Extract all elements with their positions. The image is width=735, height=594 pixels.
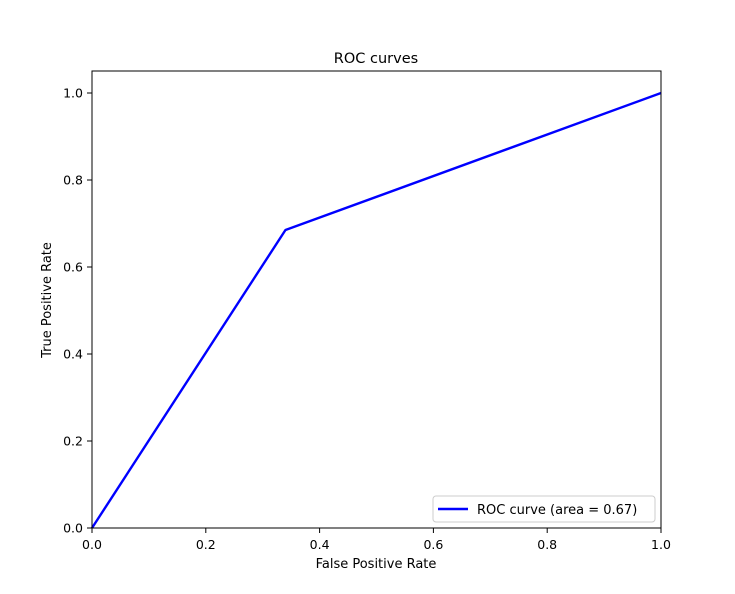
x-axis-label: False Positive Rate [316, 557, 437, 572]
x-tick-label: 0.0 [82, 537, 102, 552]
plot-area [90, 70, 662, 529]
y-tick-label: 0.6 [63, 260, 83, 275]
y-tick-label: 0.8 [63, 173, 83, 188]
y-axis-label: True Positive Rate [40, 242, 55, 359]
legend-box [432, 495, 656, 523]
legend-label: ROC curve (area = 0.67) [477, 503, 637, 518]
y-tick-label: 0.0 [63, 521, 83, 536]
x-tick-label: 0.8 [537, 537, 557, 552]
roc-curve-line [90, 91, 662, 529]
x-axis-ticks: 0.0 0.2 0.4 0.6 0.8 1.0 [82, 528, 671, 552]
x-tick-label: 0.6 [423, 537, 443, 552]
y-tick-label: 0.4 [63, 347, 83, 362]
y-axis-ticks: 0.0 0.2 0.4 0.6 0.8 1.0 [63, 86, 92, 536]
chart-title: ROC curves [334, 51, 418, 67]
x-tick-label: 0.2 [196, 537, 216, 552]
x-tick-label: 0.4 [310, 537, 330, 552]
axes-frame [91, 70, 662, 529]
y-tick-label: 0.2 [63, 434, 83, 449]
legend: ROC curve (area = 0.67) [432, 495, 656, 523]
y-tick-label: 1.0 [63, 86, 83, 101]
x-tick-label: 1.0 [651, 537, 671, 552]
